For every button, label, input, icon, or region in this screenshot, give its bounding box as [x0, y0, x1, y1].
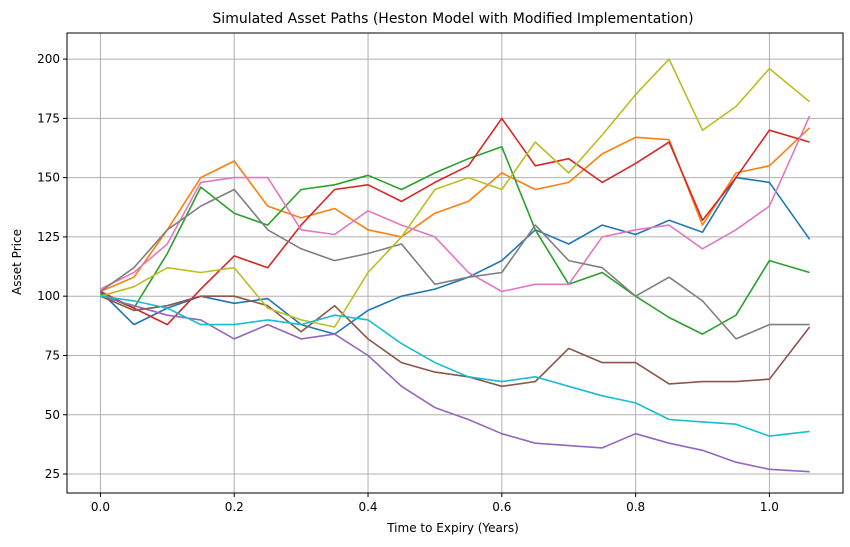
y-tick-label: 75 — [45, 348, 60, 362]
series-line-8 — [99, 188, 810, 340]
y-tick-label: 100 — [37, 289, 60, 303]
x-ticks: 0.0 0.2 0.4 0.6 0.8 1.0 — [91, 493, 779, 514]
y-ticks: 25 50 75 100 125 150 175 200 — [37, 52, 67, 481]
y-tick-label: 125 — [37, 230, 60, 244]
series-line-4 — [100, 117, 810, 326]
y-tick-label: 200 — [37, 52, 60, 66]
y-tick-label: 175 — [37, 111, 60, 125]
x-tick-label: 0.6 — [492, 500, 511, 514]
series-line-1 — [99, 176, 811, 335]
y-axis-label: Asset Price — [10, 229, 24, 295]
grid-lines — [67, 33, 843, 493]
series-line-3 — [100, 146, 810, 335]
y-tick-label: 150 — [37, 171, 60, 185]
x-tick-label: 0.4 — [358, 500, 377, 514]
series-line-10 — [100, 295, 810, 437]
y-tick-label: 25 — [45, 467, 60, 481]
x-axis-label: Time to Expiry (Years) — [386, 521, 519, 535]
series-line-5 — [100, 295, 810, 473]
series-line-7 — [100, 115, 811, 293]
x-tick-label: 0.0 — [91, 500, 110, 514]
plot-frame — [66, 32, 844, 494]
series-line-2 — [100, 127, 811, 293]
x-tick-label: 1.0 — [760, 500, 779, 514]
y-tick-label: 50 — [45, 408, 60, 422]
chart-title: Simulated Asset Paths (Heston Model with… — [212, 11, 693, 27]
x-tick-label: 0.2 — [225, 500, 244, 514]
x-tick-label: 0.8 — [626, 500, 645, 514]
series-line-9 — [100, 58, 811, 328]
series-line-6 — [100, 295, 811, 388]
series-lines — [99, 58, 811, 473]
